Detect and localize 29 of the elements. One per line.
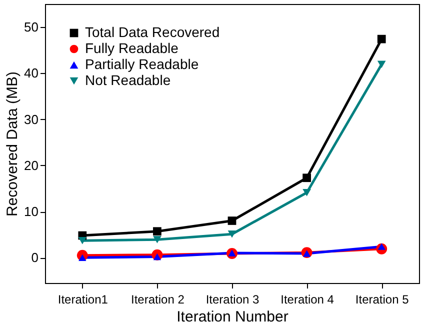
- point: [377, 34, 386, 44]
- legend-label: Fully Readable: [85, 40, 179, 56]
- y-tick-label: 50: [24, 20, 38, 35]
- legend-label: Not Readable: [85, 72, 171, 88]
- point: [153, 227, 162, 236]
- point: [377, 60, 386, 68]
- x-tick-label: Iteration 2: [131, 292, 185, 306]
- point: [78, 236, 87, 244]
- x-tick-label: Iteration1: [58, 292, 108, 306]
- point: [153, 253, 162, 260]
- legend-label: Partially Readable: [85, 56, 199, 72]
- legend-label: Total Data Recovered: [85, 24, 220, 40]
- point: [302, 174, 311, 182]
- point: [153, 236, 162, 244]
- x-tick-label: Iteration 5: [355, 292, 410, 306]
- x-tick-label: Iteration 3: [206, 292, 260, 306]
- x-tick-label: Iteration 4: [280, 292, 334, 306]
- y-tick-label: 20: [24, 158, 38, 173]
- point: [228, 230, 236, 238]
- y-tick-label: 40: [24, 66, 38, 81]
- y-tick-label: 30: [24, 112, 38, 127]
- point: [228, 216, 236, 225]
- y-axis-title: Recovered Data (MB): [4, 71, 22, 217]
- y-tick-label: 10: [24, 204, 38, 220]
- point: [302, 188, 311, 196]
- point: [302, 250, 311, 257]
- point: [228, 250, 236, 256]
- y-tick-label: 0: [31, 250, 38, 266]
- x-axis-title: Iteration Number: [176, 308, 288, 326]
